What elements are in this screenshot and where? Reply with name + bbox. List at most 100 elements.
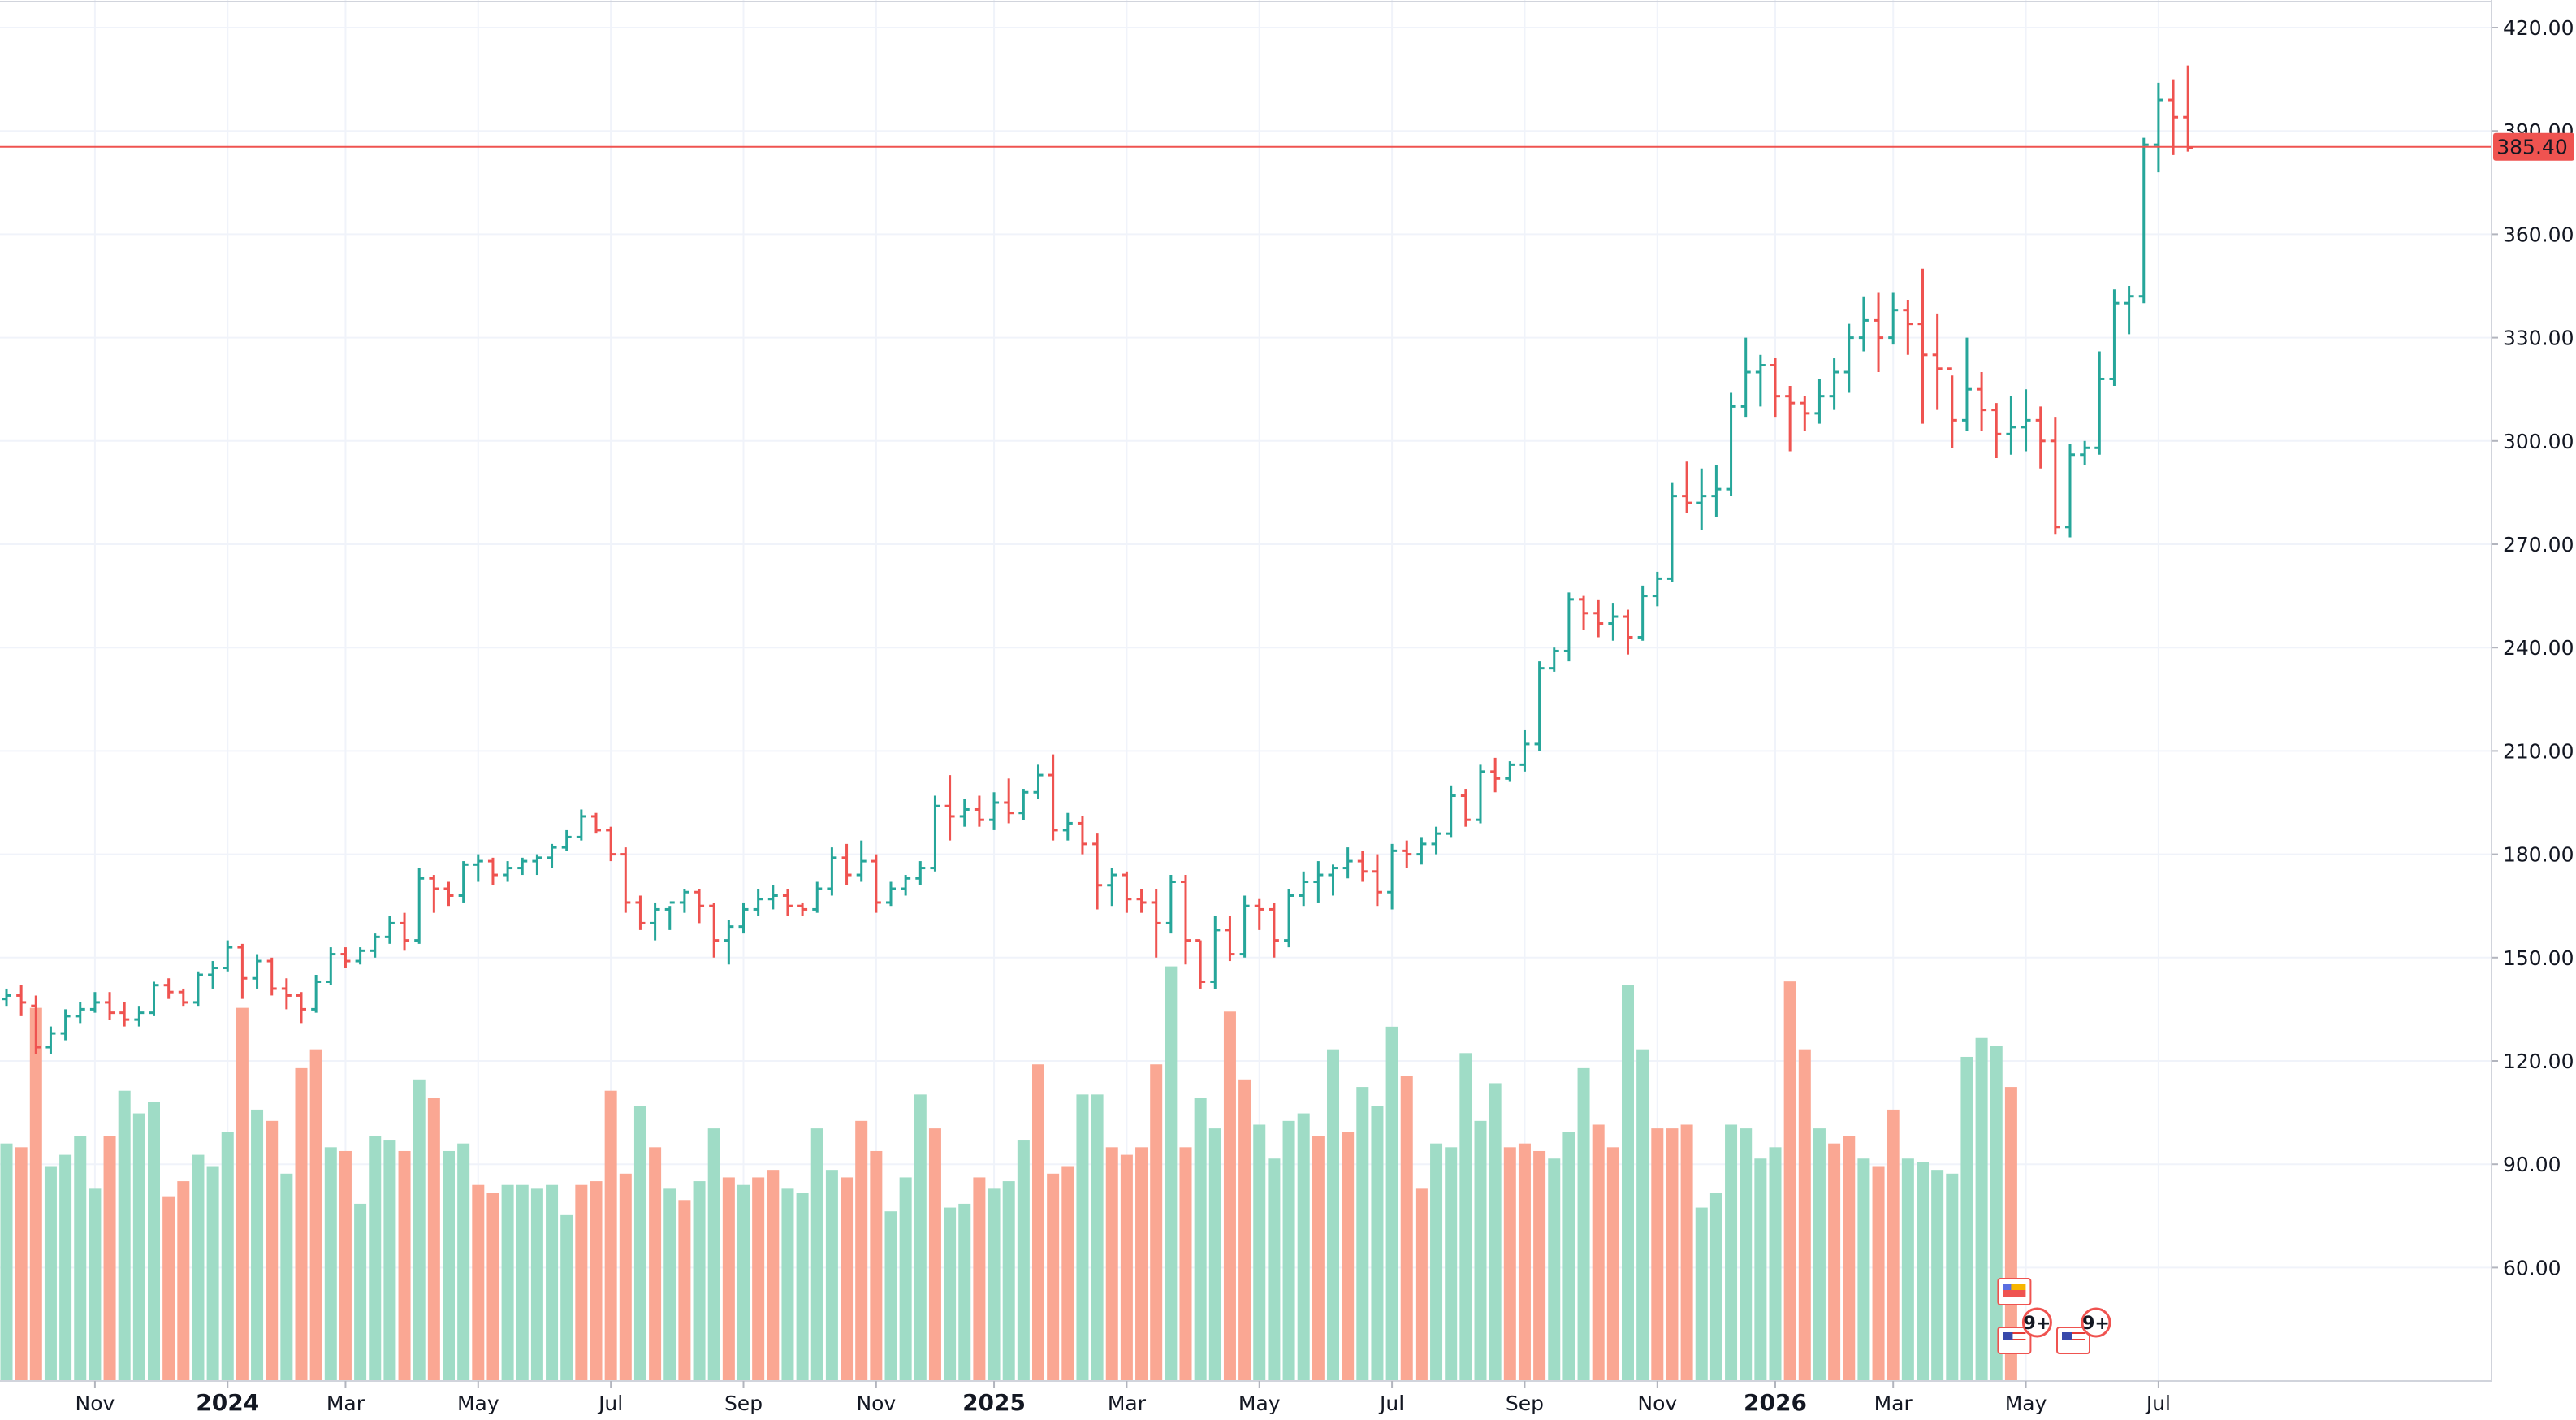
svg-text:9+: 9+ <box>2082 1314 2110 1334</box>
volume-bar <box>1813 1128 1826 1381</box>
ohlc-bar <box>1888 292 1899 345</box>
volume-bar <box>1032 1064 1044 1381</box>
ohlc-bar <box>1062 812 1073 841</box>
event-count-badge[interactable]: 9+ <box>2081 1307 2111 1338</box>
volume-bar <box>707 1128 720 1381</box>
volume-bar <box>1798 1049 1811 1381</box>
volume-bar <box>1489 1083 1502 1381</box>
price-tick-label: 120.00 <box>2503 1050 2574 1073</box>
ohlc-bar <box>75 1002 85 1024</box>
volume-bar <box>1135 1147 1148 1381</box>
volume-bar <box>1312 1136 1325 1381</box>
ohlc-bar <box>1357 851 1368 882</box>
volume-bar <box>1562 1132 1575 1381</box>
dividend-flag-icon[interactable] <box>1997 1278 2032 1305</box>
time-tick-label: Sep <box>724 1392 763 1415</box>
ohlc-bar <box>532 854 542 876</box>
ohlc-bar <box>252 954 262 989</box>
volume-bar <box>1651 1128 1664 1381</box>
ohlc-bar <box>915 861 926 885</box>
ohlc-bar <box>694 889 705 924</box>
price-tick-label: 300.00 <box>2503 430 2574 453</box>
volume-bar <box>530 1188 543 1381</box>
time-tick-label: Nov <box>76 1392 115 1415</box>
ohlc-bar <box>1932 313 1943 410</box>
event-markers[interactable]: 9+ 9+ <box>1997 1278 2111 1354</box>
volume-bar <box>590 1181 603 1381</box>
us-flag-icon[interactable] <box>1997 1327 2032 1354</box>
ohlc-bar <box>1181 875 1191 965</box>
volume-bar <box>1459 1053 1472 1381</box>
ohlc-bar <box>473 854 483 882</box>
ohlc-bar <box>266 957 277 996</box>
price-tick-label: 150.00 <box>2503 946 2574 970</box>
volume-bar <box>546 1184 559 1381</box>
volume-bar <box>516 1184 529 1381</box>
ohlc-bar <box>1755 354 1766 407</box>
volume-bar <box>958 1203 971 1381</box>
volume-bar <box>89 1188 102 1381</box>
volume-bar <box>1533 1150 1546 1381</box>
volume-bar <box>59 1154 72 1381</box>
ohlc-bar <box>2 988 11 1007</box>
us-flag-icon[interactable] <box>2056 1327 2090 1354</box>
ohlc-bar <box>1136 889 1147 913</box>
time-axis[interactable]: Nov 2024 Mar May Jul Sep Nov 2025 Mar May Jul Sep No… <box>76 1381 2171 1416</box>
ohlc-bar <box>1874 292 1884 372</box>
time-tick-label: May <box>457 1392 499 1415</box>
volume-bar <box>324 1147 337 1381</box>
time-tick-label: May <box>1238 1392 1281 1415</box>
time-tick-label: 2024 <box>196 1389 259 1416</box>
ohlc-bar <box>1387 843 1398 910</box>
volume-bar <box>295 1067 308 1381</box>
volume-bar <box>1327 1049 1339 1381</box>
volume-bar <box>1371 1106 1384 1381</box>
time-tick-label: Nov <box>856 1392 896 1415</box>
ohlc-bar <box>517 857 528 876</box>
ohlc-bar <box>561 829 572 851</box>
volume-bar <box>1268 1158 1281 1381</box>
event-count-badge[interactable]: 9+ <box>2021 1307 2052 1338</box>
ohlc-bar <box>1446 785 1456 838</box>
price-axis[interactable]: 420.00390.00360.00330.00300.00270.00240.… <box>2492 16 2574 1279</box>
ohlc-bar <box>1239 895 1250 958</box>
ohlc-bar <box>429 875 439 913</box>
ohlc-bar <box>296 992 306 1024</box>
volume-bar <box>1342 1132 1355 1381</box>
time-tick-label: 2025 <box>962 1389 1026 1416</box>
volume-bar <box>398 1150 411 1381</box>
ohlc-bar <box>1696 468 1707 531</box>
ohlc-bar <box>1402 840 1412 868</box>
time-tick-label: Jul <box>1378 1392 1404 1415</box>
ohlc-bar <box>797 902 808 916</box>
ohlc-bar <box>1549 647 1559 672</box>
svg-text:9+: 9+ <box>2024 1314 2051 1334</box>
ohlc-bar <box>635 895 646 930</box>
ohlc-bar <box>1579 595 1589 630</box>
ohlc-bar <box>1107 868 1117 907</box>
volume-bar <box>1400 1076 1413 1381</box>
volume-bar <box>1917 1162 1929 1381</box>
volume-bar <box>693 1181 706 1381</box>
volume-bar <box>162 1196 175 1381</box>
ohlc-bar <box>1505 761 1515 782</box>
volume-bar <box>575 1184 588 1381</box>
volume-bar <box>1680 1124 1693 1381</box>
ohlc-bar <box>1623 609 1633 655</box>
ohlc-bar <box>1534 661 1545 751</box>
price-tick-label: 420.00 <box>2503 16 2574 40</box>
volume-bar <box>1548 1158 1561 1381</box>
price-tick-label: 330.00 <box>2503 327 2574 350</box>
volume-bar <box>1577 1067 1590 1381</box>
ohlc-bar <box>1018 789 1029 820</box>
time-tick-label: May <box>2005 1392 2047 1415</box>
ohlc-bar <box>105 992 115 1020</box>
ohlc-bar <box>16 985 27 1016</box>
ohlc-bar <box>709 902 720 958</box>
ohlc-bar <box>487 857 498 885</box>
volume-bar <box>221 1132 234 1381</box>
ohlc-bar <box>1372 854 1382 907</box>
volume-bar <box>1120 1154 1133 1381</box>
ohlc-bar <box>1092 833 1103 910</box>
